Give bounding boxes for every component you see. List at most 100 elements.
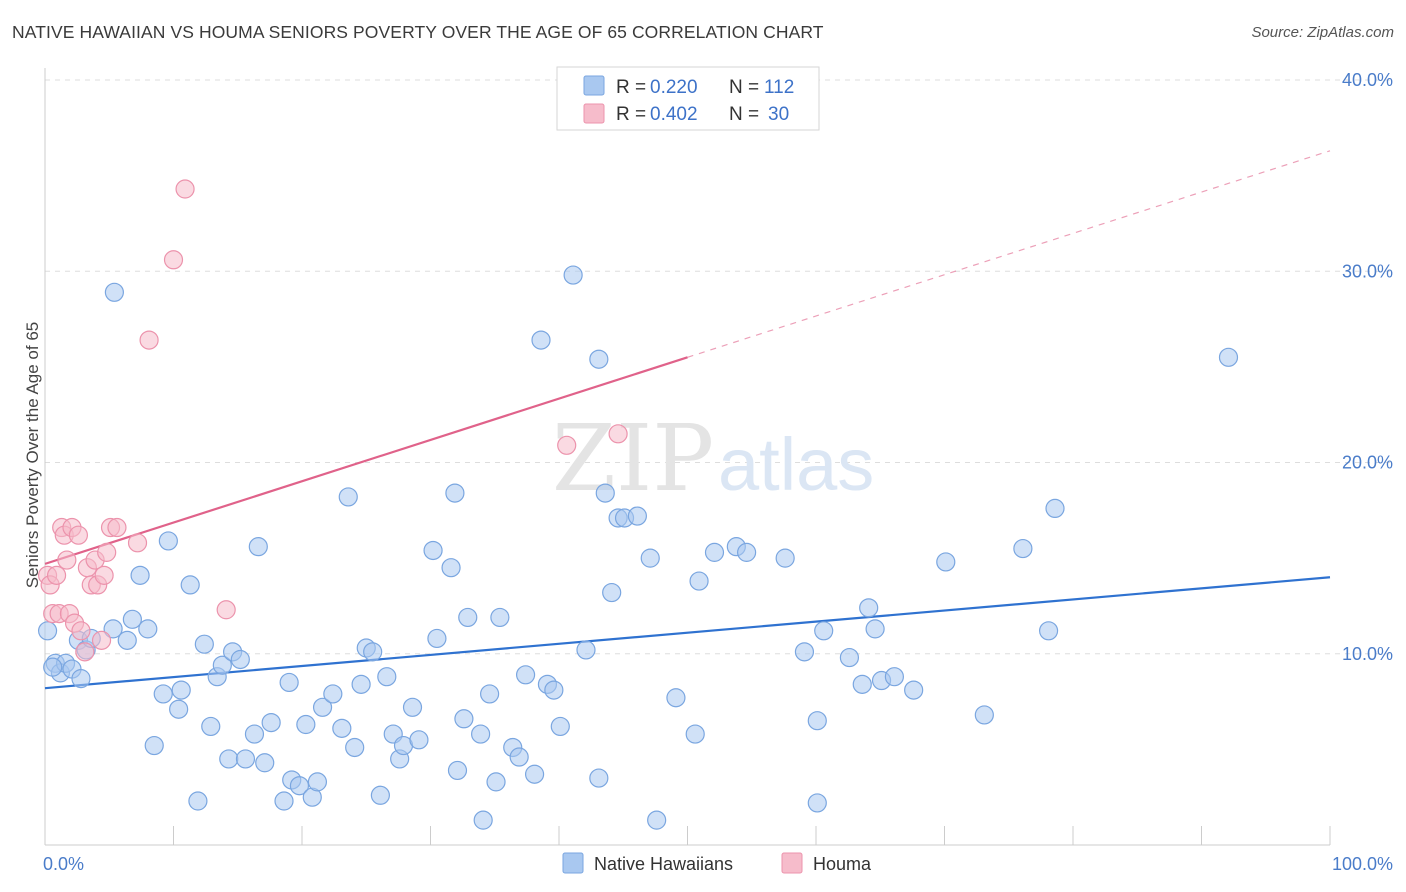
native-hawaiian-point xyxy=(589,768,609,788)
native-hawaiian-point xyxy=(212,655,232,675)
native-hawaiian-point xyxy=(312,697,333,717)
native-hawaiian-point xyxy=(936,552,956,572)
legend-r-label-2: R = xyxy=(616,104,646,125)
native-hawaiian-point xyxy=(409,730,429,750)
native-hawaiian-point xyxy=(130,565,150,585)
native-hawaiian-point xyxy=(441,558,461,578)
houma-trend-line xyxy=(44,356,688,565)
native-hawaiian-point xyxy=(248,537,268,557)
native-hawaiian-point xyxy=(814,621,834,641)
native-hawaiian-point xyxy=(480,684,500,704)
grid-lines xyxy=(45,79,1393,655)
y-axis-title: Seniors Poverty Over the Age of 65 xyxy=(23,322,42,588)
native-hawaiian-point xyxy=(794,642,815,662)
watermark-zip: ZIP xyxy=(552,405,714,512)
native-hawaiian-point xyxy=(704,542,725,562)
native-hawaiian-point xyxy=(235,749,256,769)
native-hawaiian-point xyxy=(122,609,142,629)
native-hawaiian-point xyxy=(37,621,58,641)
houma-point xyxy=(216,600,236,620)
native-hawaiian-point xyxy=(595,483,615,503)
trend-lines xyxy=(44,150,1331,690)
houma-point xyxy=(139,330,159,350)
native-hawaiian-point xyxy=(43,657,63,677)
y-tick-label: 30.0% xyxy=(1342,261,1393,281)
houma-point xyxy=(91,630,112,650)
houma-point xyxy=(75,642,95,662)
native-hawaiian-point xyxy=(104,282,124,302)
native-hawaiian-point xyxy=(839,647,860,668)
native-hawaiian-point xyxy=(807,793,827,813)
native-hawaiian-point xyxy=(884,667,904,687)
houma-point xyxy=(163,250,184,270)
houma-point xyxy=(175,179,195,199)
native-hawaiian-point xyxy=(255,753,275,773)
legend-swatch-blue xyxy=(583,75,605,96)
houma-point xyxy=(97,542,117,562)
houma-point xyxy=(57,550,77,570)
native-hawaiian-point xyxy=(1038,621,1059,641)
watermark-atlas: atlas xyxy=(718,423,874,506)
bottom-legend-swatch-pink xyxy=(781,852,803,874)
native-hawaiian-point xyxy=(307,772,328,792)
houma-trend-line-projection xyxy=(687,150,1331,358)
native-hawaiian-point xyxy=(169,699,189,719)
native-hawaiian-point xyxy=(685,724,705,744)
chart-title: NATIVE HAWAIIAN VS HOUMA SENIORS POVERTY… xyxy=(12,22,824,42)
native-hawaiian-point xyxy=(351,674,371,694)
bottom-legend-swatch-blue xyxy=(562,852,584,874)
houma-point xyxy=(68,525,89,545)
native-hawaiian-point xyxy=(138,619,158,639)
source-attribution: Source: ZipAtlas.com xyxy=(1251,24,1394,41)
native-hawaiian-point xyxy=(447,760,468,781)
native-hawaiian-point xyxy=(338,487,358,507)
native-hawaiian-point xyxy=(180,575,200,595)
native-hawaiian-point xyxy=(1218,347,1239,367)
native-hawaiian-point xyxy=(230,649,250,670)
native-hawaiian-point xyxy=(775,548,795,568)
native-hawaiian-point xyxy=(194,634,214,654)
bottom-legend: Native Hawaiians Houma xyxy=(562,852,872,874)
native-hawaiian-point xyxy=(345,737,365,758)
native-hawaiian-point xyxy=(974,705,994,725)
data-points xyxy=(37,179,1239,830)
native-hawaiian-point xyxy=(531,330,551,350)
y-tick-label: 20.0% xyxy=(1342,453,1393,473)
axes xyxy=(44,68,1331,846)
native-hawaiian-point xyxy=(1013,538,1033,559)
native-hawaiian-point xyxy=(509,747,529,767)
native-hawaiian-point xyxy=(117,630,137,650)
bottom-legend-label-blue: Native Hawaiians xyxy=(594,854,733,874)
native-hawaiian-point xyxy=(602,582,622,603)
native-hawaiian-point xyxy=(423,540,443,561)
native-hawaiian-point xyxy=(402,697,423,717)
native-hawaiian-point xyxy=(490,607,510,628)
native-hawaiian-point xyxy=(171,680,191,700)
native-hawaiian-point xyxy=(377,667,397,687)
legend-swatch-pink xyxy=(583,103,605,124)
native-hawaiian-point xyxy=(458,607,478,628)
native-hawaiian-point xyxy=(445,483,465,503)
native-hawaiian-point xyxy=(589,349,609,369)
native-hawaiian-point xyxy=(865,619,885,639)
y-tick-label: 10.0% xyxy=(1342,644,1393,664)
houma-point xyxy=(107,517,127,538)
native-hawaiian-point xyxy=(323,684,343,704)
native-hawaiian-point xyxy=(332,718,352,738)
native-hawaiian-point xyxy=(370,785,390,805)
native-hawaiian-point xyxy=(103,619,123,639)
legend-box: R = 0.220 N = 112 R = 0.402 N = 30 xyxy=(556,66,820,131)
houma-point xyxy=(127,533,148,553)
native-hawaiian-point xyxy=(71,669,91,689)
legend-n-value-2: 30 xyxy=(768,104,789,125)
houma-point xyxy=(608,424,628,444)
native-hawaiian-point xyxy=(289,776,310,796)
native-hawaiian-point xyxy=(515,665,536,685)
native-hawaiian-point xyxy=(550,716,570,737)
native-hawaiian-point xyxy=(274,791,294,811)
native-hawaiian-point xyxy=(153,684,173,704)
native-hawaiian-point xyxy=(544,680,564,700)
native-hawaiian-point xyxy=(524,764,545,784)
native-hawaiian-point xyxy=(737,542,757,562)
